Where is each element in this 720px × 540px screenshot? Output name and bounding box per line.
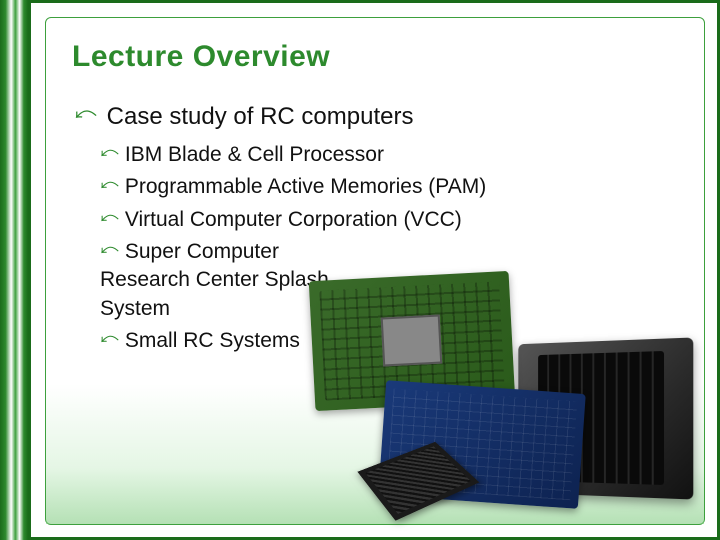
bullet-level1-text: Case study of RC computers (107, 103, 414, 130)
bullet-level2-text: Small RC Systems (125, 329, 300, 352)
bullet-level2-text: Virtual Computer Corporation (VCC) (125, 208, 462, 231)
bullet-level2-text: Programmable Active Memories (PAM) (125, 175, 486, 198)
bullet-level2: Programmable Active Memories (PAM) (100, 173, 678, 201)
hardware-image-group (292, 276, 692, 496)
bullet-level2: Virtual Computer Corporation (VCC) (100, 206, 678, 234)
decorative-left-strip (0, 0, 28, 540)
slide-frame: Lecture Overview Case study of RC comput… (28, 0, 720, 540)
slide-title: Lecture Overview (72, 40, 678, 74)
bullet-level2-text: IBM Blade & Cell Processor (125, 143, 384, 166)
bullet-level1: Case study of RC computers (76, 102, 678, 131)
slide-content-area: Lecture Overview Case study of RC comput… (45, 17, 705, 525)
bullet-level2: IBM Blade & Cell Processor (100, 141, 678, 169)
